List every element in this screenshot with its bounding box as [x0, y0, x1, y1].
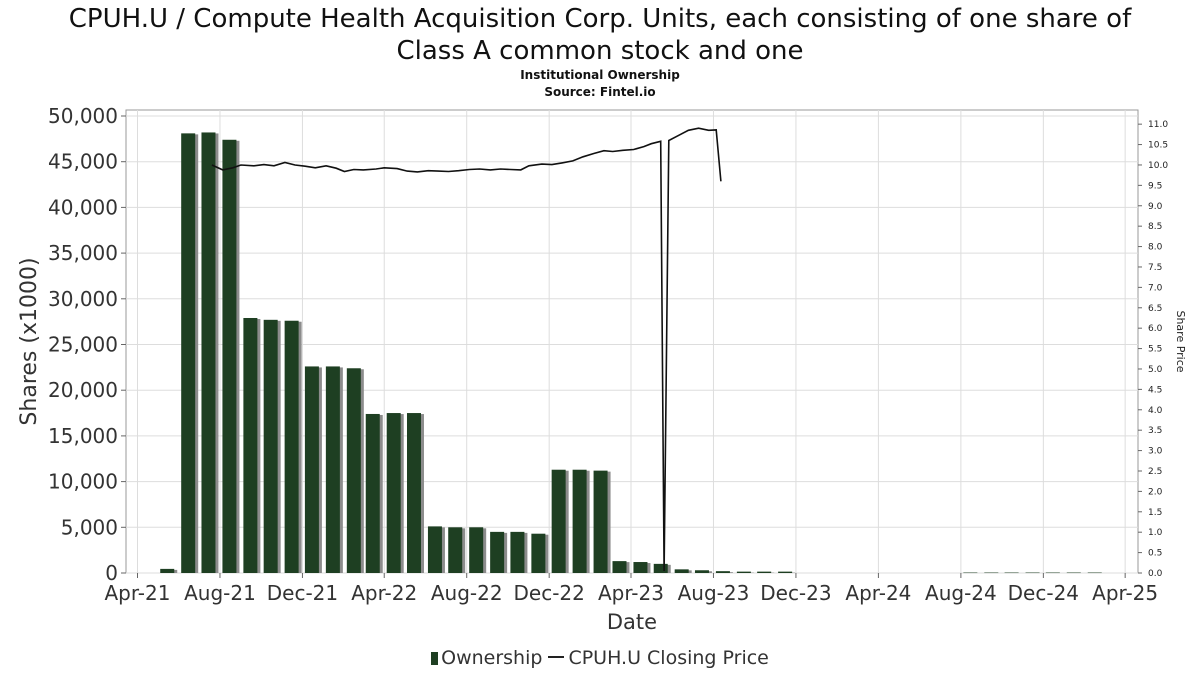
ownership-bar: [531, 533, 546, 573]
x-tick-label: Aug-24: [925, 581, 997, 605]
x-tick-label: Aug-21: [184, 581, 256, 605]
y-axis-title: Shares (x1000): [17, 257, 42, 425]
ownership-bar: [612, 561, 627, 573]
ownership-bar: [653, 563, 668, 573]
ownership-bar: [593, 470, 608, 573]
chart-title-line1: CPUH.U / Compute Health Acquisition Corp…: [68, 4, 1132, 34]
ownership-legend-label: Ownership: [441, 647, 543, 669]
y2-tick-label: 2.5: [1148, 467, 1162, 477]
y2-tick-label: 3.0: [1148, 447, 1163, 457]
x-tick-label: Aug-22: [431, 581, 503, 605]
ownership-bar: [427, 526, 442, 573]
y2-tick-label: 2.0: [1148, 487, 1163, 497]
chart-title-line2: Class A common stock and one: [396, 36, 804, 66]
ownership-bar: [963, 572, 978, 574]
y2-tick-label: 1.5: [1148, 508, 1162, 518]
y2-axis-title: Share Price: [1174, 310, 1187, 372]
x-tick-label: Apr-21: [104, 581, 170, 605]
ownership-bar: [778, 571, 793, 573]
x-tick-label: Dec-24: [1008, 581, 1079, 605]
y2-tick-label: 4.5: [1148, 385, 1162, 395]
y2-tick-label: 5.5: [1148, 345, 1162, 355]
y2-tick-label: 6.0: [1148, 324, 1163, 334]
x-tick-label: Apr-23: [598, 581, 664, 605]
ownership-bar: [984, 572, 999, 574]
y-tick-label: 50,000: [48, 104, 118, 128]
ownership-bar: [1045, 572, 1060, 574]
y-tick-label: 5,000: [61, 515, 118, 539]
y2-tick-label: 0.5: [1148, 549, 1162, 559]
y-tick-label: 35,000: [48, 241, 118, 265]
x-tick-label: Dec-21: [267, 581, 338, 605]
y2-tick-label: 7.0: [1148, 283, 1163, 293]
chart-source: Source: Fintel.io: [544, 85, 656, 99]
y2-tick-label: 0.0: [1148, 569, 1163, 579]
ownership-bar: [160, 568, 175, 573]
ownership-bar: [736, 571, 751, 573]
ownership-bar: [325, 366, 340, 573]
x-tick-label: Apr-25: [1092, 581, 1158, 605]
ownership-bar: [448, 527, 463, 573]
y2-tick-label: 1.0: [1148, 528, 1163, 538]
y-tick-label: 40,000: [48, 195, 118, 219]
ownership-bar: [757, 571, 772, 573]
y-tick-label: 15,000: [48, 424, 118, 448]
ownership-bar: [386, 413, 401, 573]
x-axis-title: Date: [607, 610, 657, 634]
y2-tick-label: 7.5: [1148, 263, 1162, 273]
ownership-bar: [365, 413, 380, 573]
y2-tick-label: 11.0: [1148, 120, 1168, 130]
ownership-bar: [510, 531, 525, 573]
ownership-bar: [1004, 572, 1019, 574]
ownership-bar: [201, 132, 216, 573]
ownership-bar: [346, 368, 361, 573]
ownership-bar: [1066, 572, 1081, 574]
ownership-bar: [1025, 572, 1040, 574]
price-line: [211, 127, 722, 572]
y-tick-label: 30,000: [48, 287, 118, 311]
chart-subtitle: Institutional Ownership: [520, 68, 680, 82]
ownership-bar: [490, 531, 505, 573]
ownership-bar: [633, 562, 648, 573]
ownership-bar: [243, 317, 258, 573]
y2-tick-label: 10.5: [1148, 141, 1168, 151]
ownership-bar: [715, 571, 730, 573]
ownership-legend-swatch: [431, 652, 439, 665]
ownership-bar: [551, 469, 566, 573]
x-tick-label: Dec-22: [514, 581, 585, 605]
ownership-bar: [284, 320, 299, 573]
y-tick-label: 25,000: [48, 333, 118, 357]
ownership-bar: [181, 133, 196, 573]
ownership-bar: [1087, 572, 1102, 574]
ownership-bar: [222, 139, 237, 573]
price-legend-swatch: [548, 656, 565, 658]
chart-legend: Ownership CPUH.U Closing Price: [0, 647, 1200, 669]
y2-tick-label: 4.0: [1148, 406, 1163, 416]
ownership-bar: [694, 570, 709, 573]
y2-tick-label: 8.0: [1148, 243, 1163, 253]
ownership-bar: [263, 319, 278, 573]
price-legend-label: CPUH.U Closing Price: [568, 647, 769, 669]
y2-tick-label: 9.0: [1148, 202, 1163, 212]
y2-tick-label: 10.0: [1148, 161, 1168, 171]
x-tick-label: Apr-24: [845, 581, 911, 605]
ownership-bar: [406, 413, 421, 573]
ownership-bar: [572, 469, 587, 573]
x-tick-label: Apr-22: [351, 581, 417, 605]
ownership-bar: [674, 569, 689, 573]
x-tick-label: Dec-23: [760, 581, 831, 605]
y2-tick-label: 6.5: [1148, 304, 1162, 314]
y-tick-label: 20,000: [48, 378, 118, 402]
y-tick-label: 45,000: [48, 150, 118, 174]
y2-tick-label: 3.5: [1148, 426, 1162, 436]
y-tick-label: 0: [105, 561, 118, 585]
y2-tick-label: 5.0: [1148, 365, 1163, 375]
y-tick-label: 10,000: [48, 470, 118, 494]
x-tick-label: Aug-23: [678, 581, 750, 605]
ownership-bar: [469, 527, 484, 573]
y2-tick-label: 9.5: [1148, 181, 1162, 191]
ownership-bar: [304, 366, 319, 573]
y2-tick-label: 8.5: [1148, 222, 1162, 232]
